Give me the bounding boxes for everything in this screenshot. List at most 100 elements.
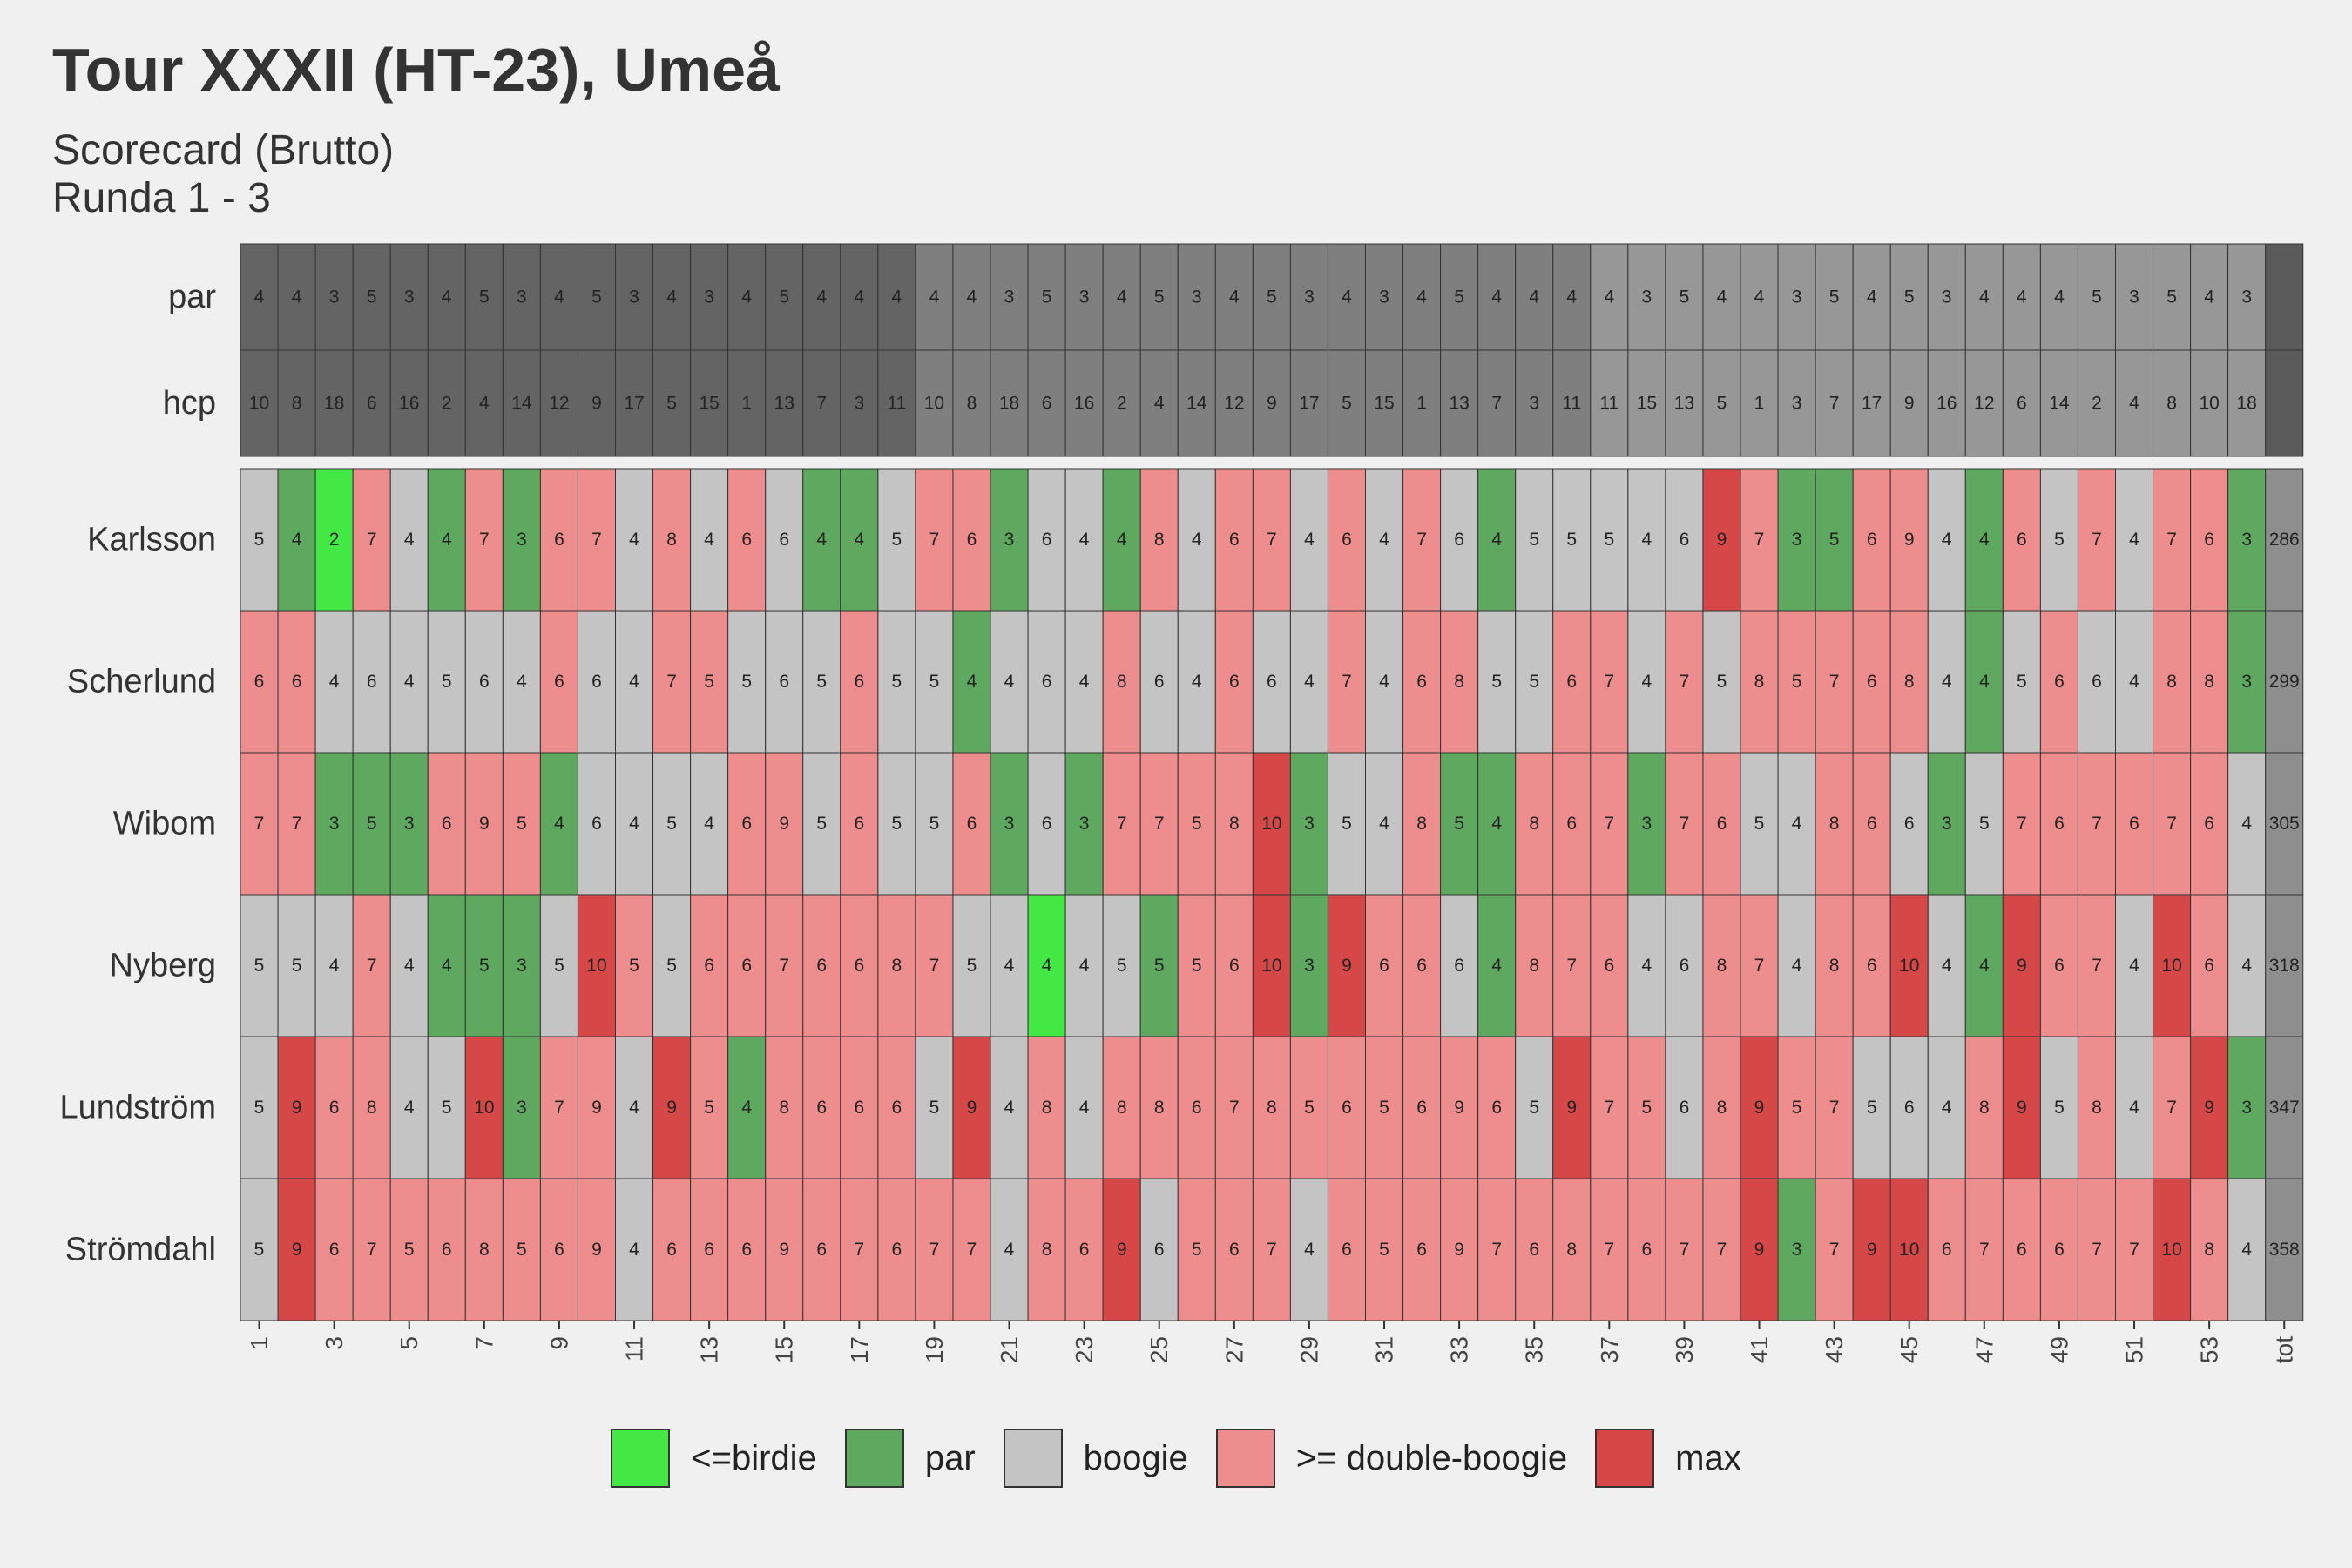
score-cell bbox=[2153, 468, 2192, 612]
score-value: 6 bbox=[1079, 1240, 1090, 1260]
hcp-value: 16 bbox=[399, 394, 419, 414]
score-value: 8 bbox=[367, 1098, 377, 1118]
score-cell bbox=[1702, 610, 1741, 754]
score-cell bbox=[1252, 1178, 1291, 1321]
score-cell bbox=[727, 468, 767, 612]
score-value: 4 bbox=[967, 672, 977, 692]
legend-item-max: max bbox=[1595, 1429, 1741, 1488]
score-value: 4 bbox=[1792, 956, 1802, 976]
hcp-value: 14 bbox=[1186, 394, 1207, 414]
score-cell bbox=[2077, 1036, 2116, 1179]
score-value: 6 bbox=[1604, 956, 1614, 976]
score-cell bbox=[765, 610, 804, 754]
par-value: 4 bbox=[854, 287, 864, 308]
score-cell bbox=[1552, 1178, 1592, 1321]
score-value: 4 bbox=[1942, 956, 1952, 976]
score-cell bbox=[690, 1036, 729, 1179]
score-cell bbox=[615, 752, 654, 896]
score-value: 6 bbox=[854, 672, 864, 692]
score-value: 8 bbox=[1829, 956, 1840, 976]
hcp-cell bbox=[1102, 349, 1141, 457]
score-value: 5 bbox=[442, 672, 452, 692]
score-value: 5 bbox=[1379, 1240, 1389, 1260]
score-value: 7 bbox=[967, 1240, 977, 1260]
score-value: 8 bbox=[2166, 672, 2177, 692]
par-cell bbox=[1102, 243, 1141, 351]
score-value: 4 bbox=[1004, 672, 1015, 692]
x-tick-label: 47 bbox=[1970, 1336, 1997, 1363]
x-tick-label: 35 bbox=[1521, 1336, 1548, 1363]
score-value: 4 bbox=[704, 814, 714, 834]
score-value: 7 bbox=[1680, 1240, 1690, 1260]
hcp-cell bbox=[1889, 349, 1929, 457]
score-value: 6 bbox=[1491, 1098, 1502, 1118]
score-value: 5 bbox=[1454, 814, 1464, 834]
score-value: 3 bbox=[517, 1098, 527, 1118]
score-value: 7 bbox=[2166, 814, 2177, 834]
hcp-cell bbox=[1214, 349, 1254, 457]
hcp-cell bbox=[2039, 349, 2078, 457]
score-cell bbox=[1440, 1036, 1479, 1179]
score-value: 4 bbox=[2129, 956, 2139, 976]
score-cell bbox=[1889, 610, 1929, 754]
par-cell bbox=[502, 243, 541, 351]
score-cell bbox=[2190, 1036, 2229, 1179]
score-cell bbox=[389, 752, 429, 896]
score-value: 6 bbox=[1154, 1240, 1165, 1260]
score-value: 7 bbox=[1604, 1240, 1614, 1260]
score-value: 4 bbox=[554, 814, 564, 834]
score-value: 4 bbox=[1042, 956, 1052, 976]
score-value: 8 bbox=[1754, 672, 1765, 692]
score-cell bbox=[615, 468, 654, 612]
score-value: 3 bbox=[329, 814, 340, 834]
hcp-value: 11 bbox=[1562, 394, 1581, 414]
score-value: 4 bbox=[2241, 814, 2252, 834]
x-tick-label: 45 bbox=[1896, 1336, 1923, 1363]
score-cell bbox=[1214, 468, 1254, 612]
total-cell bbox=[2265, 1178, 2304, 1321]
x-tick-label: 19 bbox=[921, 1336, 948, 1363]
score-cell bbox=[765, 1178, 804, 1321]
score-cell bbox=[1177, 1178, 1216, 1321]
score-cell bbox=[1665, 752, 1704, 896]
hcp-cell bbox=[389, 349, 429, 457]
par-cell bbox=[427, 243, 466, 351]
score-value: 4 bbox=[1304, 672, 1315, 692]
score-cell bbox=[1740, 1178, 1779, 1321]
score-cell bbox=[1515, 894, 1554, 1037]
score-value: 4 bbox=[1979, 672, 1990, 692]
score-cell bbox=[802, 1036, 841, 1179]
score-value: 9 bbox=[1454, 1240, 1464, 1260]
score-cell bbox=[1815, 610, 1854, 754]
score-cell bbox=[1515, 1178, 1554, 1321]
score-cell bbox=[1815, 752, 1854, 896]
score-value: 4 bbox=[1304, 1240, 1315, 1260]
legend-swatch-par bbox=[844, 1429, 904, 1488]
par-value: 3 bbox=[517, 287, 527, 308]
score-cell bbox=[2077, 1178, 2116, 1321]
par-value: 3 bbox=[1642, 287, 1652, 308]
score-cell bbox=[802, 1178, 841, 1321]
legend-label-birdie: <=birdie bbox=[691, 1438, 817, 1477]
score-value: 6 bbox=[1229, 956, 1240, 976]
par-value: 4 bbox=[1491, 287, 1502, 308]
score-cell bbox=[1702, 468, 1741, 612]
hcp-value: 17 bbox=[1299, 394, 1319, 414]
score-cell bbox=[1064, 894, 1104, 1037]
x-tick-label: 25 bbox=[1146, 1336, 1173, 1363]
score-value: 6 bbox=[442, 814, 452, 834]
score-value: 7 bbox=[479, 530, 490, 550]
score-cell bbox=[615, 894, 654, 1037]
score-cell bbox=[1627, 468, 1666, 612]
hcp-value: 7 bbox=[1829, 394, 1840, 414]
score-value: 6 bbox=[1942, 1240, 1952, 1260]
score-cell bbox=[1665, 1178, 1704, 1321]
score-cell bbox=[2153, 752, 2192, 896]
score-value: 3 bbox=[2241, 530, 2252, 550]
score-cell bbox=[1552, 894, 1592, 1037]
par-value: 3 bbox=[404, 287, 415, 308]
par-cell bbox=[1515, 243, 1554, 351]
score-cell bbox=[2190, 610, 2229, 754]
hcp-value: 8 bbox=[2166, 394, 2177, 414]
par-value: 5 bbox=[2166, 287, 2177, 308]
